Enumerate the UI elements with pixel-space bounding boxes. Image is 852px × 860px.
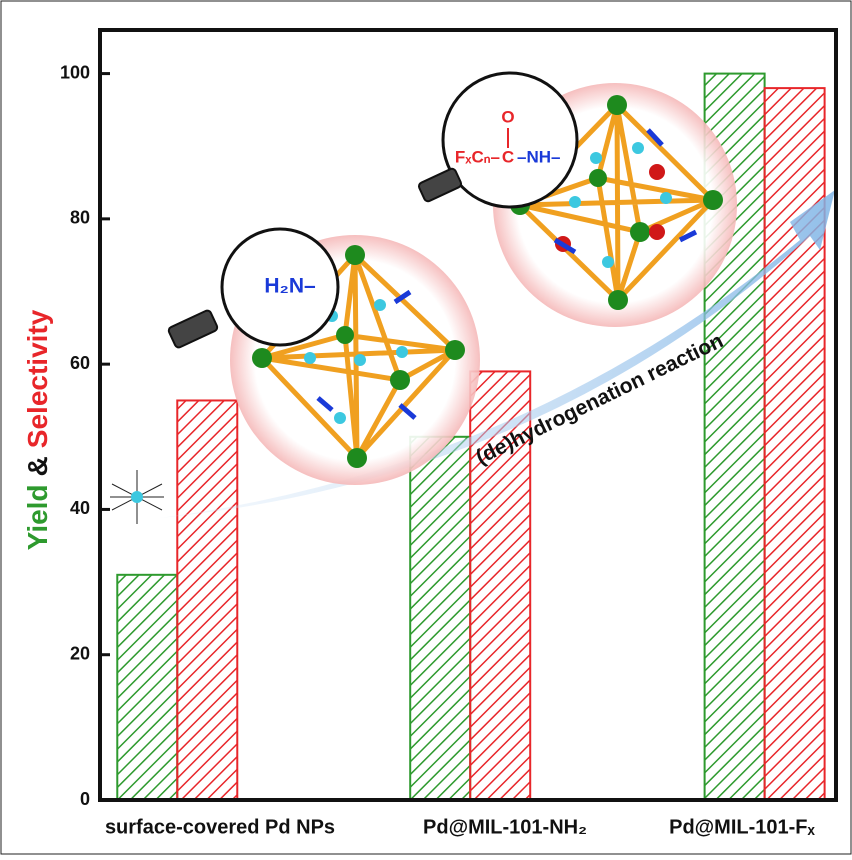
x-tick-label: Pd@MIL-101-Fₓ — [669, 816, 815, 838]
amine-label: H₂N– — [264, 275, 316, 298]
y-tick-label: 40 — [70, 498, 90, 518]
amide-o-label: O — [501, 107, 514, 126]
y-label-joiner: & — [22, 456, 53, 476]
bar — [765, 88, 825, 800]
x-tick-label: Pd@MIL-101-NH₂ — [423, 816, 587, 838]
y-tick-label: 0 — [80, 789, 90, 809]
y-label-yield: Yield — [22, 484, 53, 550]
bar — [117, 575, 177, 800]
amide-nh-label: –NH– — [517, 147, 560, 166]
y-tick-label: 60 — [70, 353, 90, 373]
chart: H₂N– FₓCₙ– C O –NH– (de)hydrogenation re… — [0, 0, 852, 855]
y-tick-label: 20 — [70, 643, 90, 663]
y-label-selectivity: Selectivity — [22, 309, 53, 448]
y-axis-label: Yield & Selectivity — [22, 309, 53, 550]
page: H₂N– FₓCₙ– C O –NH– (de)hydrogenation re… — [0, 0, 852, 860]
y-tick-label: 80 — [70, 208, 90, 228]
amide-c-label: C — [502, 147, 514, 166]
x-tick-label: surface-covered Pd NPs — [105, 816, 335, 838]
y-tick-label: 100 — [60, 62, 90, 82]
amide-chain-label: FₓCₙ– — [455, 147, 500, 166]
bar — [177, 400, 237, 800]
bar — [410, 437, 470, 800]
